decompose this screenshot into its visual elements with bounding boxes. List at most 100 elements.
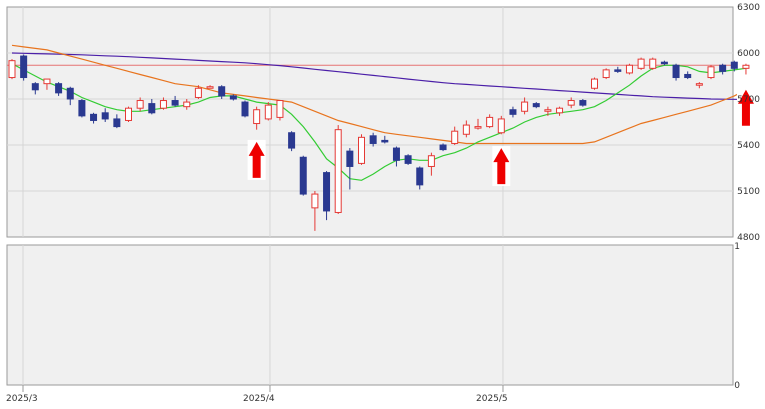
candle-body [79, 101, 85, 116]
candle-up [626, 64, 632, 75]
candle-body [324, 173, 330, 211]
candle-body [475, 127, 481, 129]
candle-body [510, 110, 516, 115]
candle-up [9, 59, 15, 79]
candle-body [463, 125, 469, 134]
candle-body [638, 59, 644, 68]
candle-up [708, 65, 714, 79]
candle-body [650, 59, 656, 68]
candle-body [393, 148, 399, 160]
candle-down [300, 156, 306, 196]
candle-body [242, 102, 248, 116]
candle-body [289, 133, 295, 148]
candle-body [557, 108, 563, 113]
candle-body [417, 168, 423, 185]
candle-body [382, 140, 388, 142]
price-tick-label: 5100 [737, 187, 760, 197]
candle-down [242, 101, 248, 118]
candle-down [440, 143, 446, 151]
candle-body [184, 102, 190, 107]
candle-body [102, 113, 108, 119]
price-tick-label: 5400 [737, 141, 760, 151]
sub-plot-background [7, 245, 733, 385]
candle-body [720, 65, 726, 71]
candle-body [137, 101, 143, 109]
candle-body [56, 84, 62, 93]
candle-body [522, 102, 528, 111]
candle-body [67, 88, 73, 99]
candle-down [79, 99, 85, 117]
sub-tick-label: 1 [734, 242, 740, 252]
price-tick-label: 6000 [737, 49, 760, 59]
candle-body [32, 84, 38, 90]
candle-body [114, 119, 120, 127]
candle-body [405, 156, 411, 164]
candle-body [661, 62, 667, 64]
candle-body [91, 114, 97, 120]
price-tick-label: 5700 [737, 95, 760, 105]
main-panel: 6300 6000 5700 5400 5100 4800 [7, 3, 760, 243]
candle-body [696, 84, 702, 86]
date-axis: 2025/3 2025/4 2025/5 [6, 394, 508, 404]
candle-up [592, 78, 598, 90]
candle-body [545, 110, 551, 112]
candle-body [370, 136, 376, 144]
date-tick-label: 2025/3 [6, 394, 38, 404]
candle-body [708, 67, 714, 78]
candle-body [347, 151, 353, 166]
up-arrow-icon [737, 88, 755, 128]
candle-up [126, 107, 132, 122]
sub-panel: 1 0 [7, 242, 740, 392]
candle-down [405, 154, 411, 165]
candle-body [626, 65, 632, 73]
candle-body [673, 65, 679, 77]
candle-up [277, 101, 283, 121]
candle-up [638, 58, 644, 70]
candle-body [312, 194, 318, 208]
candle-body [592, 79, 598, 88]
candle-body [568, 101, 574, 106]
candle-body [195, 88, 201, 97]
candle-body [219, 87, 225, 96]
candle-body [359, 137, 365, 163]
candle-body [207, 87, 213, 89]
candle-body [731, 62, 737, 68]
candle-body [160, 101, 166, 109]
candle-body [149, 104, 155, 113]
sub-tick-label: 0 [734, 381, 740, 391]
candle-body [428, 156, 434, 167]
candle-body [743, 65, 749, 68]
price-tick-label: 4800 [737, 233, 760, 243]
candle-body [615, 70, 621, 72]
candle-body [172, 101, 178, 106]
candle-up [359, 134, 365, 165]
candle-body [44, 79, 50, 84]
candle-body [685, 74, 691, 77]
candle-up [498, 116, 504, 134]
date-tick-label: 2025/5 [476, 394, 508, 404]
candle-down [580, 99, 586, 107]
up-arrow-icon [248, 140, 266, 180]
candle-down [289, 131, 295, 151]
candle-body [300, 157, 306, 194]
candle-body [126, 108, 132, 120]
candle-down [21, 55, 27, 81]
candle-body [265, 105, 271, 119]
candle-body [230, 96, 236, 99]
candle-body [487, 117, 493, 126]
candle-body [440, 145, 446, 150]
candle-body [603, 70, 609, 78]
candle-up [335, 125, 341, 214]
price-tick-label: 6300 [737, 3, 760, 13]
candle-body [21, 56, 27, 77]
date-tick-label: 2025/4 [243, 394, 275, 404]
candle-body [580, 101, 586, 106]
candle-up [265, 102, 271, 120]
candle-body [498, 119, 504, 133]
up-arrow-icon [492, 146, 510, 186]
candle-body [533, 104, 539, 107]
candle-body [277, 101, 283, 118]
candle-body [335, 130, 341, 213]
candle-body [9, 61, 15, 78]
